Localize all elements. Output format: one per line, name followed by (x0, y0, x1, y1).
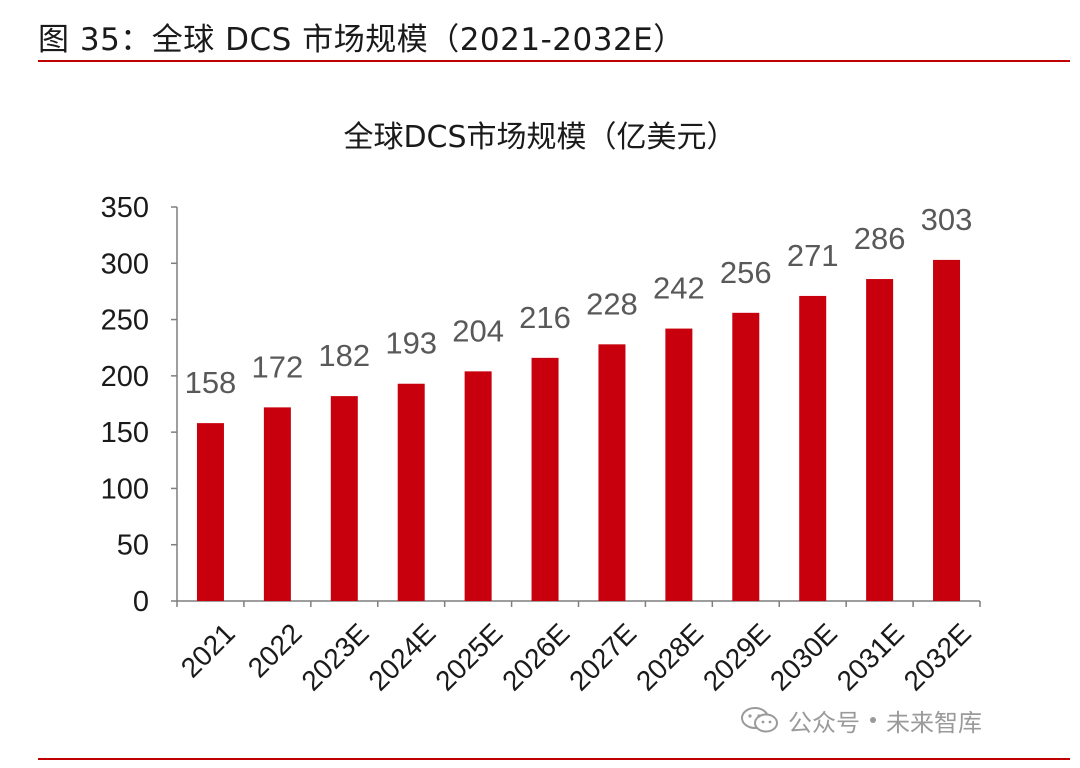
bar (732, 312, 760, 601)
bar (531, 357, 559, 601)
data-label: 193 (385, 326, 437, 361)
data-label: 256 (720, 255, 772, 290)
watermark: 公众号 未来智库 (740, 700, 982, 740)
data-label: 216 (519, 300, 571, 335)
x-tick-label: 2027E (563, 617, 642, 696)
x-tick-label: 2025E (429, 617, 508, 696)
y-tick-label: 250 (101, 305, 149, 337)
x-tick-label: 2031E (831, 617, 910, 696)
figure-caption: 图 35：全球 DCS 市场规模（2021-2032E） (38, 22, 685, 58)
bar (263, 407, 291, 601)
x-tick-label: 2026E (496, 617, 575, 696)
y-tick-label: 0 (133, 586, 149, 618)
data-label: 286 (854, 221, 906, 256)
data-label: 172 (252, 349, 304, 384)
y-tick-label: 100 (101, 473, 149, 505)
bar (397, 383, 425, 601)
y-tick-label: 350 (101, 192, 149, 224)
x-tick-label: 2023E (296, 617, 375, 696)
bar (665, 328, 693, 601)
bar (464, 371, 492, 601)
data-label: 242 (653, 271, 705, 306)
x-tick-label: 2024E (362, 617, 441, 696)
x-tick-label: 2029E (697, 617, 776, 696)
bar (196, 423, 224, 601)
top-divider (38, 60, 1070, 62)
data-label: 228 (586, 286, 638, 321)
bar (598, 344, 626, 601)
bar (799, 295, 827, 601)
watermark-separator (870, 717, 876, 723)
data-label: 303 (921, 202, 973, 237)
bar (933, 259, 961, 601)
y-tick-label: 50 (117, 530, 149, 562)
chart-title: 全球DCS市场规模（亿美元） (343, 120, 737, 155)
bar (330, 396, 358, 601)
data-label: 182 (318, 338, 370, 373)
data-label: 204 (452, 313, 504, 348)
y-tick-label: 300 (101, 248, 149, 280)
watermark-name: 未来智库 (886, 708, 982, 737)
bottom-divider (38, 758, 1070, 760)
wechat-icon (741, 707, 778, 733)
x-tick-label: 2021 (175, 617, 241, 683)
x-tick-label: 2032E (898, 617, 977, 696)
data-label: 271 (787, 238, 839, 273)
x-tick-label: 2030E (764, 617, 843, 696)
x-tick-label: 2028E (630, 617, 709, 696)
bar (866, 279, 894, 601)
y-tick-label: 150 (101, 417, 149, 449)
watermark-platform: 公众号 (788, 708, 860, 737)
y-tick-label: 200 (101, 361, 149, 393)
data-label: 158 (185, 365, 237, 400)
